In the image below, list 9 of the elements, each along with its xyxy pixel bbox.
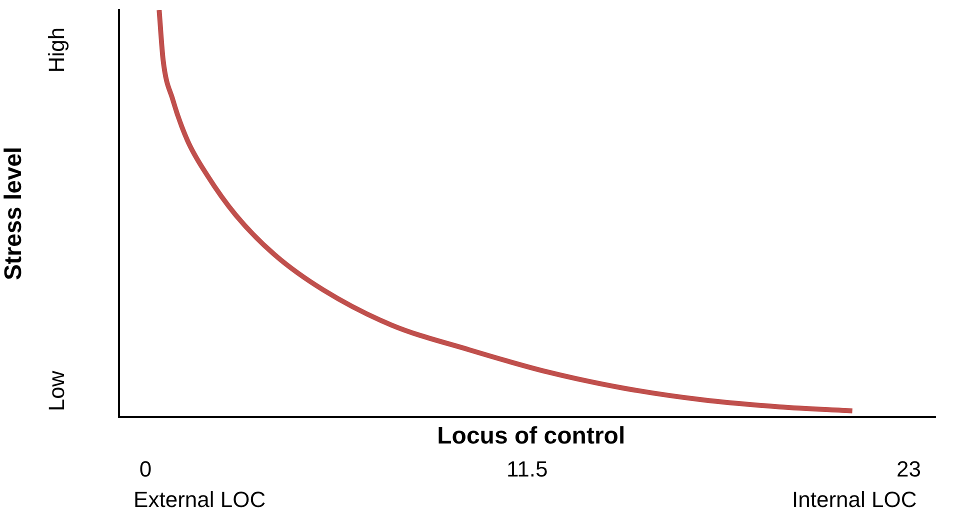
text: High [44, 27, 70, 73]
text: External LOC [134, 487, 266, 512]
x-tick-label: 0 [139, 456, 152, 482]
x-tick-label: 23 [896, 456, 921, 482]
y-axis-title: Stress level [0, 146, 28, 280]
x-tick-label: 11.5 [506, 456, 548, 482]
text: Internal LOC [792, 487, 917, 512]
text: Low [44, 370, 70, 412]
x-axis-title: Locus of control [437, 422, 626, 450]
